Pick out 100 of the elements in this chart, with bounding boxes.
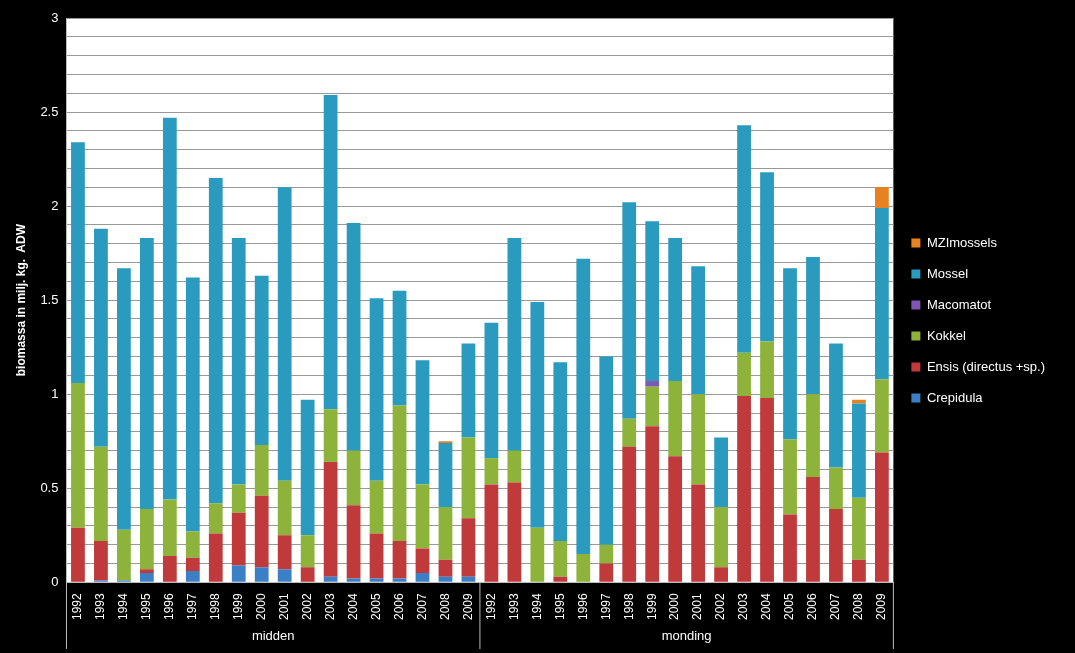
- x-tick-label: 1997: [185, 592, 200, 621]
- bar: [576, 554, 591, 582]
- bar: [576, 258, 591, 555]
- bar: [461, 518, 476, 577]
- x-tick-label: 2002: [713, 592, 728, 621]
- x-tick-label: 1995: [552, 592, 567, 621]
- bar: [829, 343, 843, 468]
- bar: [415, 360, 430, 485]
- y-tick-label: 2: [51, 197, 59, 213]
- bar: [691, 266, 706, 395]
- bar: [369, 533, 384, 579]
- bar: [645, 221, 660, 382]
- bar: [737, 396, 751, 582]
- bar: [668, 456, 683, 582]
- text: midden: [251, 627, 295, 643]
- bar: [208, 177, 223, 504]
- bar: [438, 559, 453, 577]
- bar: [645, 381, 660, 387]
- x-tick-label: 2008: [851, 592, 866, 621]
- legend-label: Macomatot: [926, 296, 992, 312]
- x-tick-label: 1997: [598, 592, 613, 621]
- bar: [415, 484, 430, 549]
- bar: [438, 443, 453, 508]
- bar: [231, 512, 246, 566]
- bar: [369, 480, 384, 534]
- bar: [806, 256, 820, 395]
- bar: [162, 499, 177, 556]
- x-tick-label: 1999: [231, 592, 246, 621]
- y-tick-label: 1: [51, 385, 59, 401]
- x-tick-label: 1994: [529, 592, 544, 621]
- bar: [507, 450, 522, 483]
- y-axis-title: biomassa in milj. kg. ADW: [13, 223, 28, 377]
- bar: [323, 576, 338, 582]
- x-tick-label: 2006: [391, 592, 406, 621]
- bar: [507, 482, 522, 582]
- bar: [461, 343, 476, 438]
- y-tick-label: 2.5: [40, 103, 59, 119]
- x-tick-label: 1998: [621, 592, 636, 621]
- legend-label: Ensis (directus +sp.): [926, 358, 1045, 374]
- bar: [185, 557, 200, 572]
- bar: [622, 202, 637, 419]
- bar: [553, 540, 568, 577]
- bar: [139, 572, 154, 582]
- bar: [783, 268, 797, 440]
- bar: [553, 362, 568, 541]
- bar: [346, 223, 361, 451]
- bar: [714, 507, 728, 568]
- bar: [277, 535, 292, 570]
- bar: [829, 467, 843, 509]
- bar: [254, 444, 269, 496]
- bar: [760, 397, 774, 582]
- bar: [277, 187, 292, 481]
- x-tick-label: 2004: [345, 592, 360, 621]
- bar: [139, 508, 154, 570]
- bar: [829, 508, 843, 582]
- bar: [599, 563, 614, 582]
- x-tick-label: 2005: [368, 592, 383, 621]
- bar: [438, 507, 453, 560]
- x-tick-label: 2000: [254, 592, 269, 621]
- bar: [691, 484, 706, 582]
- bar: [530, 302, 545, 528]
- bar: [806, 476, 820, 582]
- bar: [185, 277, 200, 532]
- bar: [875, 187, 889, 208]
- x-tick-label: 1998: [208, 592, 223, 621]
- bar: [875, 379, 889, 453]
- bar: [323, 461, 338, 577]
- x-tick-label: 1992: [483, 592, 498, 621]
- bar: [852, 497, 866, 560]
- bar: [139, 238, 154, 509]
- x-tick-label: 1994: [116, 592, 131, 621]
- x-tick-label: 2003: [736, 592, 751, 621]
- bar: [668, 381, 683, 457]
- x-tick-label: 2002: [299, 592, 314, 621]
- bar: [875, 207, 889, 380]
- bar: [300, 535, 315, 568]
- bar: [461, 437, 476, 519]
- legend-label: Kokkel: [926, 327, 967, 343]
- bar: [277, 569, 292, 582]
- legend-label: Mossel: [926, 265, 969, 281]
- bar: [852, 399, 866, 404]
- x-tick-label: 1999: [644, 592, 659, 621]
- bar: [346, 505, 361, 579]
- bar: [875, 452, 889, 582]
- x-tick-label: 1996: [162, 592, 177, 621]
- bar: [162, 117, 177, 500]
- bar: [71, 142, 85, 383]
- x-tick-label: 1996: [575, 592, 590, 621]
- x-tick-label: 2005: [782, 592, 797, 621]
- x-tick-label: 2004: [759, 592, 774, 621]
- x-tick-label: 2001: [277, 592, 291, 621]
- bar: [208, 503, 223, 534]
- bar: [484, 484, 499, 582]
- bar: [599, 544, 614, 564]
- bar: [94, 228, 108, 447]
- x-tick-label: 2009: [874, 592, 889, 621]
- bar: [185, 531, 200, 558]
- bar: [208, 533, 223, 582]
- bar: [806, 394, 820, 477]
- y-tick-label: 1.5: [40, 291, 59, 307]
